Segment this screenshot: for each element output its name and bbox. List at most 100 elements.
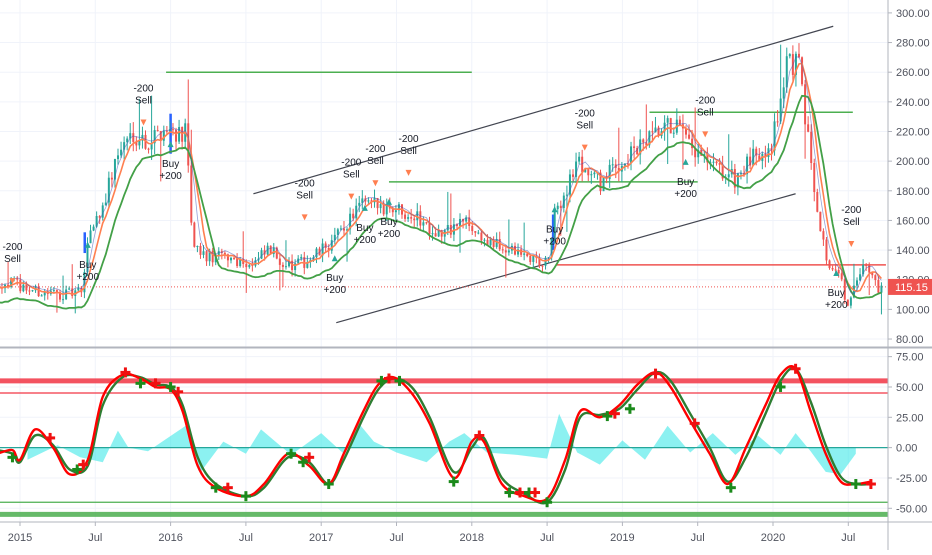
- candle-body: [422, 222, 425, 226]
- candle-body: [416, 211, 419, 221]
- cross-marker-icon: [72, 464, 83, 475]
- candle-body: [95, 216, 98, 227]
- candle-body: [846, 299, 849, 306]
- x-tick-label: 2018: [460, 532, 484, 544]
- candle-body: [440, 230, 443, 237]
- candle-body: [526, 253, 529, 257]
- signal-label: +200: [674, 189, 697, 200]
- signal-label: -200: [295, 178, 315, 189]
- buy-signal: Buy+200: [825, 270, 848, 311]
- signal-label: Sell: [296, 190, 313, 201]
- candle-body: [794, 53, 797, 75]
- buy-signal: Buy+200: [674, 158, 697, 200]
- candle-body: [611, 164, 614, 166]
- histogram-area: [27, 413, 856, 475]
- candle-body: [107, 177, 110, 203]
- candle-body: [367, 200, 370, 202]
- down-arrow-icon: [9, 278, 16, 285]
- x-tick-label: Jul: [540, 532, 554, 544]
- y-tick-label: 25.00: [896, 412, 924, 424]
- candle-body: [474, 231, 477, 233]
- candle-body: [599, 172, 602, 192]
- candle-body: [556, 205, 559, 210]
- candle-body: [306, 262, 309, 268]
- x-tick-label: Jul: [239, 532, 253, 544]
- candle-body: [245, 263, 248, 268]
- candle-body: [575, 161, 578, 177]
- x-tick-label: Jul: [389, 532, 403, 544]
- candle-body: [651, 131, 654, 133]
- cross-bar: [123, 367, 127, 378]
- up-arrow-icon: [385, 198, 392, 205]
- candle-body: [205, 251, 208, 262]
- candle-body: [391, 208, 394, 213]
- candle-body: [120, 149, 123, 156]
- drawing-tools[interactable]: [0, 25, 888, 324]
- candle-body: [297, 258, 300, 264]
- candle-body: [568, 174, 571, 195]
- candle-body: [153, 130, 156, 144]
- candle-body: [584, 169, 587, 173]
- candle-body: [480, 232, 483, 241]
- candle-body: [489, 239, 492, 246]
- down-arrow-icon: [348, 193, 355, 200]
- signal-label: Buy: [162, 159, 179, 170]
- signal-label: -200: [341, 158, 361, 169]
- cross-bar: [693, 418, 697, 429]
- buy-signal: Buy+200: [77, 241, 99, 283]
- cross-bar: [169, 381, 173, 392]
- candle-body: [187, 123, 190, 166]
- signal-label: Sell: [135, 95, 152, 106]
- y-tick-label: 280.00: [896, 38, 930, 50]
- y-tick-label: -50.00: [896, 503, 927, 515]
- candle-body: [181, 126, 184, 142]
- cross-marker-icon: [650, 368, 661, 379]
- signal-label: -200: [841, 205, 861, 216]
- candle-body: [752, 148, 755, 166]
- candle-body: [718, 163, 721, 165]
- candle-body: [727, 174, 730, 178]
- candle-body: [129, 133, 132, 139]
- candle-body: [355, 205, 358, 219]
- candle-body: [486, 239, 489, 246]
- candle-body: [220, 251, 223, 253]
- candle-body: [269, 245, 272, 255]
- candle-body: [77, 287, 80, 291]
- support-line: [0, 94, 882, 310]
- candle-body: [773, 121, 776, 151]
- candle-body: [126, 138, 129, 143]
- candle-body: [541, 265, 544, 267]
- candle-body: [507, 250, 510, 253]
- candle-body: [397, 204, 400, 211]
- candle-body: [211, 250, 214, 263]
- signal-label: Sell: [843, 217, 860, 228]
- cross-bar: [154, 378, 158, 389]
- candle-body: [849, 297, 852, 306]
- candle-body: [229, 257, 232, 261]
- candle-body: [517, 249, 520, 255]
- y-tick-label: 100.00: [896, 304, 930, 316]
- cross-bar: [854, 479, 858, 490]
- candle-body: [25, 284, 28, 291]
- candle-body: [178, 126, 181, 142]
- candle-body: [697, 149, 700, 158]
- candle-body: [559, 205, 562, 209]
- candle-body: [425, 222, 428, 224]
- candle-body: [233, 257, 236, 259]
- cross-marker-icon: [376, 375, 387, 386]
- candle-body: [877, 280, 880, 293]
- cross-bar: [244, 491, 248, 502]
- candle-body: [492, 239, 495, 247]
- cross-marker-icon: [530, 487, 541, 498]
- cross-marker-icon: [150, 378, 161, 389]
- candle-body: [672, 132, 675, 134]
- signal-label: +200: [543, 236, 566, 247]
- candle-body: [196, 246, 199, 248]
- signal-label: +200: [825, 300, 848, 311]
- candle-body: [483, 239, 486, 241]
- candle-body: [278, 258, 281, 265]
